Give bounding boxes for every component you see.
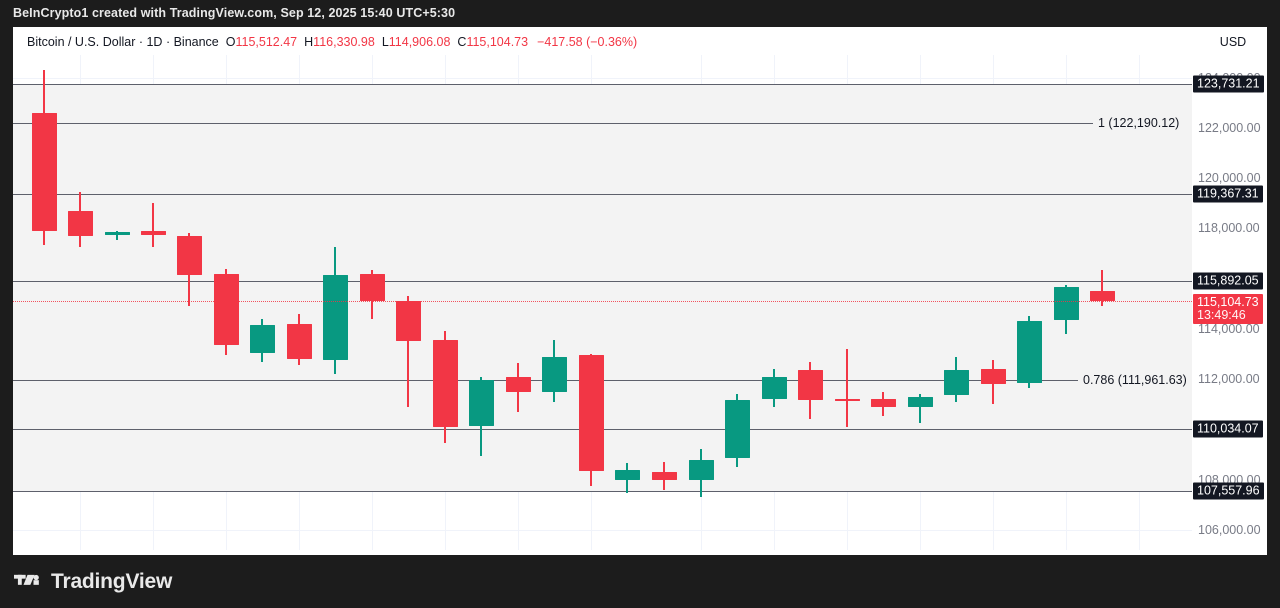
legend-high-label: H xyxy=(304,35,314,49)
candle-body xyxy=(395,301,421,342)
legend-exchange[interactable]: Binance xyxy=(173,35,219,49)
candle-body xyxy=(688,459,714,480)
legend-open-label: O xyxy=(225,35,236,49)
chart-panel: Bitcoin / U.S. Dollar · 1D · Binance O115… xyxy=(13,27,1267,574)
candle-body xyxy=(213,273,239,346)
plot-clip: 1 (122,190.12) 0.786 (111,961.63) xyxy=(13,55,1192,550)
candle-body xyxy=(322,274,348,361)
attribution-bar: BeInCrypto1 created with TradingView.com… xyxy=(0,0,1280,27)
candle-wick xyxy=(919,394,921,424)
candle-body xyxy=(67,210,93,236)
legend-high-value: 116,330.98 xyxy=(313,35,375,49)
level-115892[interactable] xyxy=(13,281,1192,283)
candle-body xyxy=(907,396,933,407)
candle-body xyxy=(505,376,531,392)
price-tick-label: 112,000.00 xyxy=(1198,372,1260,387)
candle-body xyxy=(761,376,787,400)
tradingview-wordmark: TradingView xyxy=(51,569,173,593)
legend-close-label: C xyxy=(457,35,467,49)
price-level-badge[interactable]: 110,034.07 xyxy=(1193,420,1263,438)
fib-label-0.786: 0.786 (111,961.63) xyxy=(1083,373,1187,388)
candle-body xyxy=(1016,321,1042,383)
candle-wick xyxy=(152,203,154,248)
tradingview-mark-icon xyxy=(14,574,39,585)
price-level-badge[interactable]: 123,731.21 xyxy=(1193,75,1264,93)
legend-open-value: 115,512.47 xyxy=(235,35,298,49)
legend-sep-1: · xyxy=(135,35,147,49)
candle-body xyxy=(578,355,604,471)
candle-body xyxy=(541,356,567,392)
legend-interval[interactable]: 1D xyxy=(146,35,163,49)
current-price-line xyxy=(13,301,1192,303)
legend-low-label: L xyxy=(381,35,389,49)
candle-body xyxy=(468,380,494,426)
candle-body xyxy=(249,325,275,353)
footer-bar: TradingView xyxy=(0,555,1280,608)
price-tick-label: 118,000.00 xyxy=(1198,221,1260,236)
currency-label: USD xyxy=(1219,35,1247,49)
legend-low-value: 114,906.08 xyxy=(388,35,451,49)
price-scale[interactable]: 124,000.00122,000.00120,000.00118,000.00… xyxy=(1192,55,1267,550)
grid-line-horizontal xyxy=(13,529,1192,531)
chart-legend: Bitcoin / U.S. Dollar · 1D · Binance O115… xyxy=(27,33,637,51)
candle-body xyxy=(104,232,130,235)
current-price-countdown: 13:49:46 xyxy=(1197,308,1246,323)
candle-body xyxy=(176,235,202,275)
level-123731[interactable] xyxy=(13,84,1192,86)
level-119367[interactable] xyxy=(13,194,1192,196)
candle-wick xyxy=(846,348,848,427)
price-tick-label: 120,000.00 xyxy=(1198,171,1261,186)
time-scale xyxy=(13,550,1267,555)
current-price-value: 115,104.73 xyxy=(1197,295,1259,310)
candle-body xyxy=(980,369,1006,385)
candle-body xyxy=(870,399,896,407)
price-level-badge[interactable]: 119,367.31 xyxy=(1193,185,1263,203)
candle-body xyxy=(359,273,385,302)
grid-line-horizontal xyxy=(13,77,1192,79)
candle-body xyxy=(614,469,640,480)
candle-wick xyxy=(407,296,409,407)
candle-wick xyxy=(116,230,118,240)
candle-body xyxy=(834,399,860,401)
candle-body xyxy=(432,340,458,427)
candle-body xyxy=(31,112,57,231)
fib-label-1: 1 (122,190.12) xyxy=(1098,116,1180,131)
candle-body xyxy=(1053,287,1079,321)
legend-close-value: 115,104.73 xyxy=(466,35,529,49)
level-107558[interactable] xyxy=(13,490,1192,492)
attribution-text: BeInCrypto1 created with TradingView.com… xyxy=(13,6,456,20)
candle-body xyxy=(943,370,969,396)
price-tick-label: 106,000.00 xyxy=(1198,522,1261,537)
candle-body xyxy=(1089,290,1115,302)
candle-body xyxy=(651,472,677,480)
candle-wick xyxy=(1101,270,1103,307)
candle-body xyxy=(797,370,823,401)
candle-body xyxy=(724,400,750,459)
price-level-badge[interactable]: 107,557.96 xyxy=(1193,482,1264,500)
candle-body xyxy=(286,323,312,360)
plot-area[interactable]: 1 (122,190.12) 0.786 (111,961.63) xyxy=(13,55,1192,550)
current-price-badge[interactable]: 115,104.73 13:49:46 xyxy=(1193,294,1263,325)
legend-symbol[interactable]: Bitcoin / U.S. Dollar xyxy=(27,35,136,49)
tradingview-logo: TradingView xyxy=(14,568,172,594)
currency-box[interactable]: USD xyxy=(1202,31,1264,53)
price-tick-label: 114,000.00 xyxy=(1198,321,1260,336)
price-level-badge[interactable]: 115,892.05 xyxy=(1193,272,1263,290)
legend-change: −417.58 (−0.36%) xyxy=(537,35,638,49)
legend-sep-2: · xyxy=(162,35,174,49)
price-tick-label: 122,000.00 xyxy=(1198,120,1261,135)
fib-line-1[interactable] xyxy=(13,123,1093,125)
candle-body xyxy=(140,230,166,235)
